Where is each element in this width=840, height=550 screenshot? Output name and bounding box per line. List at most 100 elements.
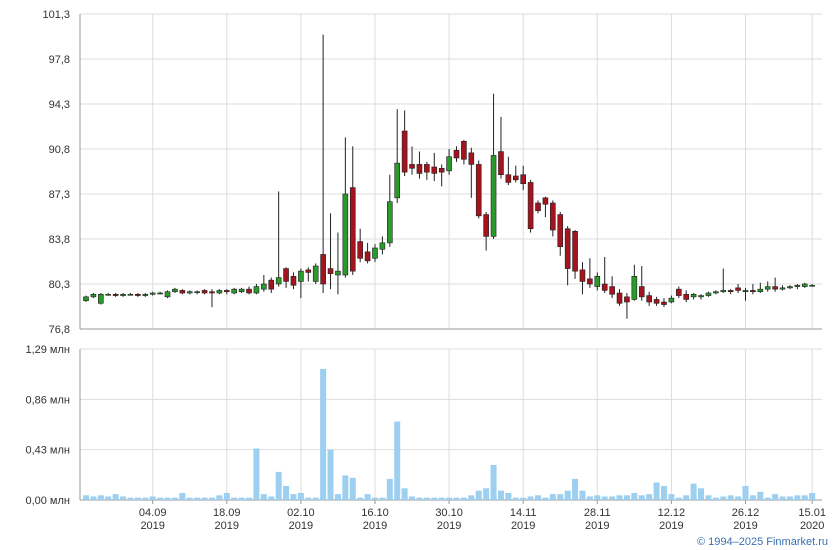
volume-bar <box>490 464 497 500</box>
x-tick-label-line: 2019 <box>659 520 683 532</box>
volume-bar <box>483 488 490 500</box>
volume-bar <box>579 490 586 500</box>
candle-body <box>320 254 326 285</box>
candle-body <box>542 197 549 205</box>
candle-body <box>379 242 386 250</box>
volume-bar <box>549 494 556 500</box>
candle-body <box>601 283 608 291</box>
x-tick-label-line: 26.12 <box>732 507 760 519</box>
candle-body <box>298 270 304 282</box>
volume-bar <box>386 478 393 500</box>
y-tick-label: 1,29 млн <box>25 344 70 356</box>
candle-body <box>594 275 601 287</box>
x-tick-label: 14.11 2019 <box>510 507 537 532</box>
volume-bar <box>779 496 786 500</box>
candle-body <box>275 277 282 285</box>
candle-body <box>720 290 727 293</box>
candle-body <box>787 286 793 289</box>
volume-bar <box>772 494 779 500</box>
candle-body <box>616 292 623 304</box>
candle-body <box>261 283 267 290</box>
x-tick-label-line: 2019 <box>289 520 313 532</box>
candle-body <box>98 293 104 304</box>
volume-bar <box>512 497 519 500</box>
volume-bar <box>334 494 341 500</box>
volume-bar <box>120 496 127 500</box>
volume-bar <box>312 497 319 500</box>
volume-bar <box>223 492 230 500</box>
volume-bar <box>186 497 193 500</box>
candle-body <box>735 287 741 291</box>
volume-bar <box>460 497 467 500</box>
candle-body <box>127 293 134 296</box>
volume-bar <box>527 496 534 500</box>
volume-bar <box>690 483 697 500</box>
candle-body <box>172 288 178 293</box>
candle-body <box>253 286 260 294</box>
volume-bar <box>638 495 645 500</box>
volume-bar <box>475 490 482 500</box>
volume-bar <box>349 477 356 500</box>
candle-body <box>438 167 445 173</box>
y-tick-label: 101,3 <box>42 9 70 21</box>
volume-bar <box>142 497 149 500</box>
volume-bar <box>283 485 290 500</box>
x-tick-label: 04.09 2019 <box>139 507 167 532</box>
volume-bar <box>164 497 171 500</box>
candle-body <box>587 278 593 285</box>
candle-body <box>646 295 652 303</box>
candle-body <box>624 296 630 303</box>
volume-bar <box>594 495 601 500</box>
volume-bar <box>416 497 423 500</box>
volume-bar <box>105 496 112 500</box>
volume-bar <box>698 488 705 500</box>
candle-body <box>468 152 475 165</box>
candle-body <box>520 174 526 185</box>
x-tick-label: 18.09 2019 <box>213 507 241 532</box>
volume-bar <box>401 488 408 500</box>
candle-body <box>431 166 438 174</box>
volume-bar <box>542 497 549 500</box>
candle-body <box>638 286 645 298</box>
volume-bar <box>290 494 297 500</box>
volume-bar <box>616 495 623 500</box>
candle-body <box>498 151 504 176</box>
candle-body <box>305 269 312 273</box>
candle-body <box>757 288 764 293</box>
volume-bar <box>660 485 667 500</box>
credit: © 1994–2025 Finmarket.ru <box>697 536 828 548</box>
volume-bar <box>134 497 141 500</box>
volume-bar <box>438 497 445 500</box>
volume-bar <box>623 495 630 500</box>
volume-bar <box>609 496 616 500</box>
candle-body <box>164 291 171 298</box>
volume-bar <box>83 495 89 500</box>
candle-body <box>550 202 556 231</box>
volume-bar <box>342 475 349 500</box>
volume-bar <box>409 496 416 500</box>
candle-body <box>505 174 512 183</box>
candle-body <box>801 283 808 287</box>
candle-body <box>698 295 704 298</box>
volume-bar <box>357 497 364 500</box>
candle-body <box>201 290 208 294</box>
candle-body <box>690 293 697 298</box>
candle-body <box>424 164 430 173</box>
candle-body <box>209 291 215 294</box>
x-tick-label-line: 12.12 <box>658 507 686 519</box>
candle-body <box>416 164 423 174</box>
candle-body <box>231 288 237 294</box>
candle-body <box>742 290 749 293</box>
x-tick-label: 15.01 2020 <box>798 507 826 532</box>
candle-body <box>527 182 534 230</box>
candle-body <box>372 247 378 259</box>
x-tick-label-line: 02.10 <box>287 507 315 519</box>
volume-bar <box>327 449 334 500</box>
candle-body <box>475 164 482 217</box>
candle-body <box>312 265 319 282</box>
volume-bar <box>720 496 727 500</box>
volume-bar <box>705 495 712 500</box>
y-tick-label: 80,3 <box>49 279 70 291</box>
candle-body <box>335 270 341 276</box>
